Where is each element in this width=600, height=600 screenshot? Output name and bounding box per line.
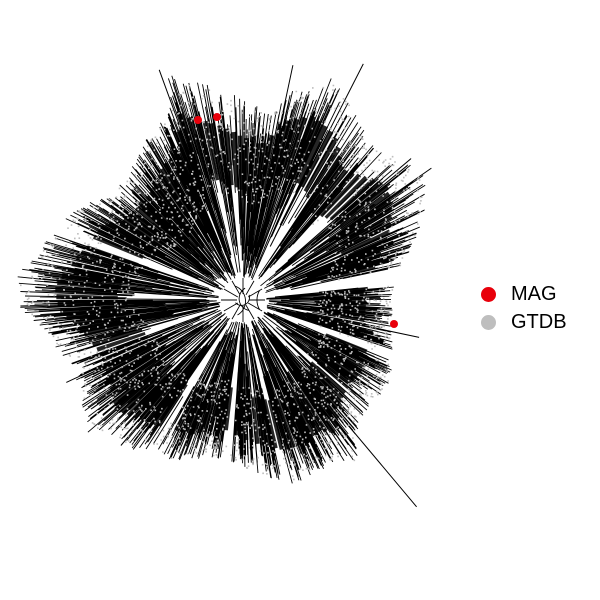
legend-mag-dot xyxy=(481,286,496,302)
tree-root-structure xyxy=(221,278,265,322)
clade-wedges xyxy=(55,113,393,450)
root-disc xyxy=(223,280,263,320)
legend-item-gtdb: GTDB xyxy=(481,308,591,336)
legend-mag-label: MAG xyxy=(511,283,557,305)
gtdb-tips xyxy=(20,84,423,481)
legend-item-mag: MAG xyxy=(481,280,591,308)
legend-gtdb-label: GTDB xyxy=(511,311,567,333)
tree-branches xyxy=(17,63,432,508)
legend-gtdb-dot xyxy=(481,314,496,330)
mag-point xyxy=(194,116,202,124)
gtdb-tip-points xyxy=(20,84,423,481)
mag-tip-markers xyxy=(194,113,398,328)
mag-point xyxy=(390,320,398,328)
mag-point xyxy=(213,113,221,121)
root-arcs xyxy=(221,278,265,322)
legend: MAG GTDB xyxy=(481,280,591,336)
